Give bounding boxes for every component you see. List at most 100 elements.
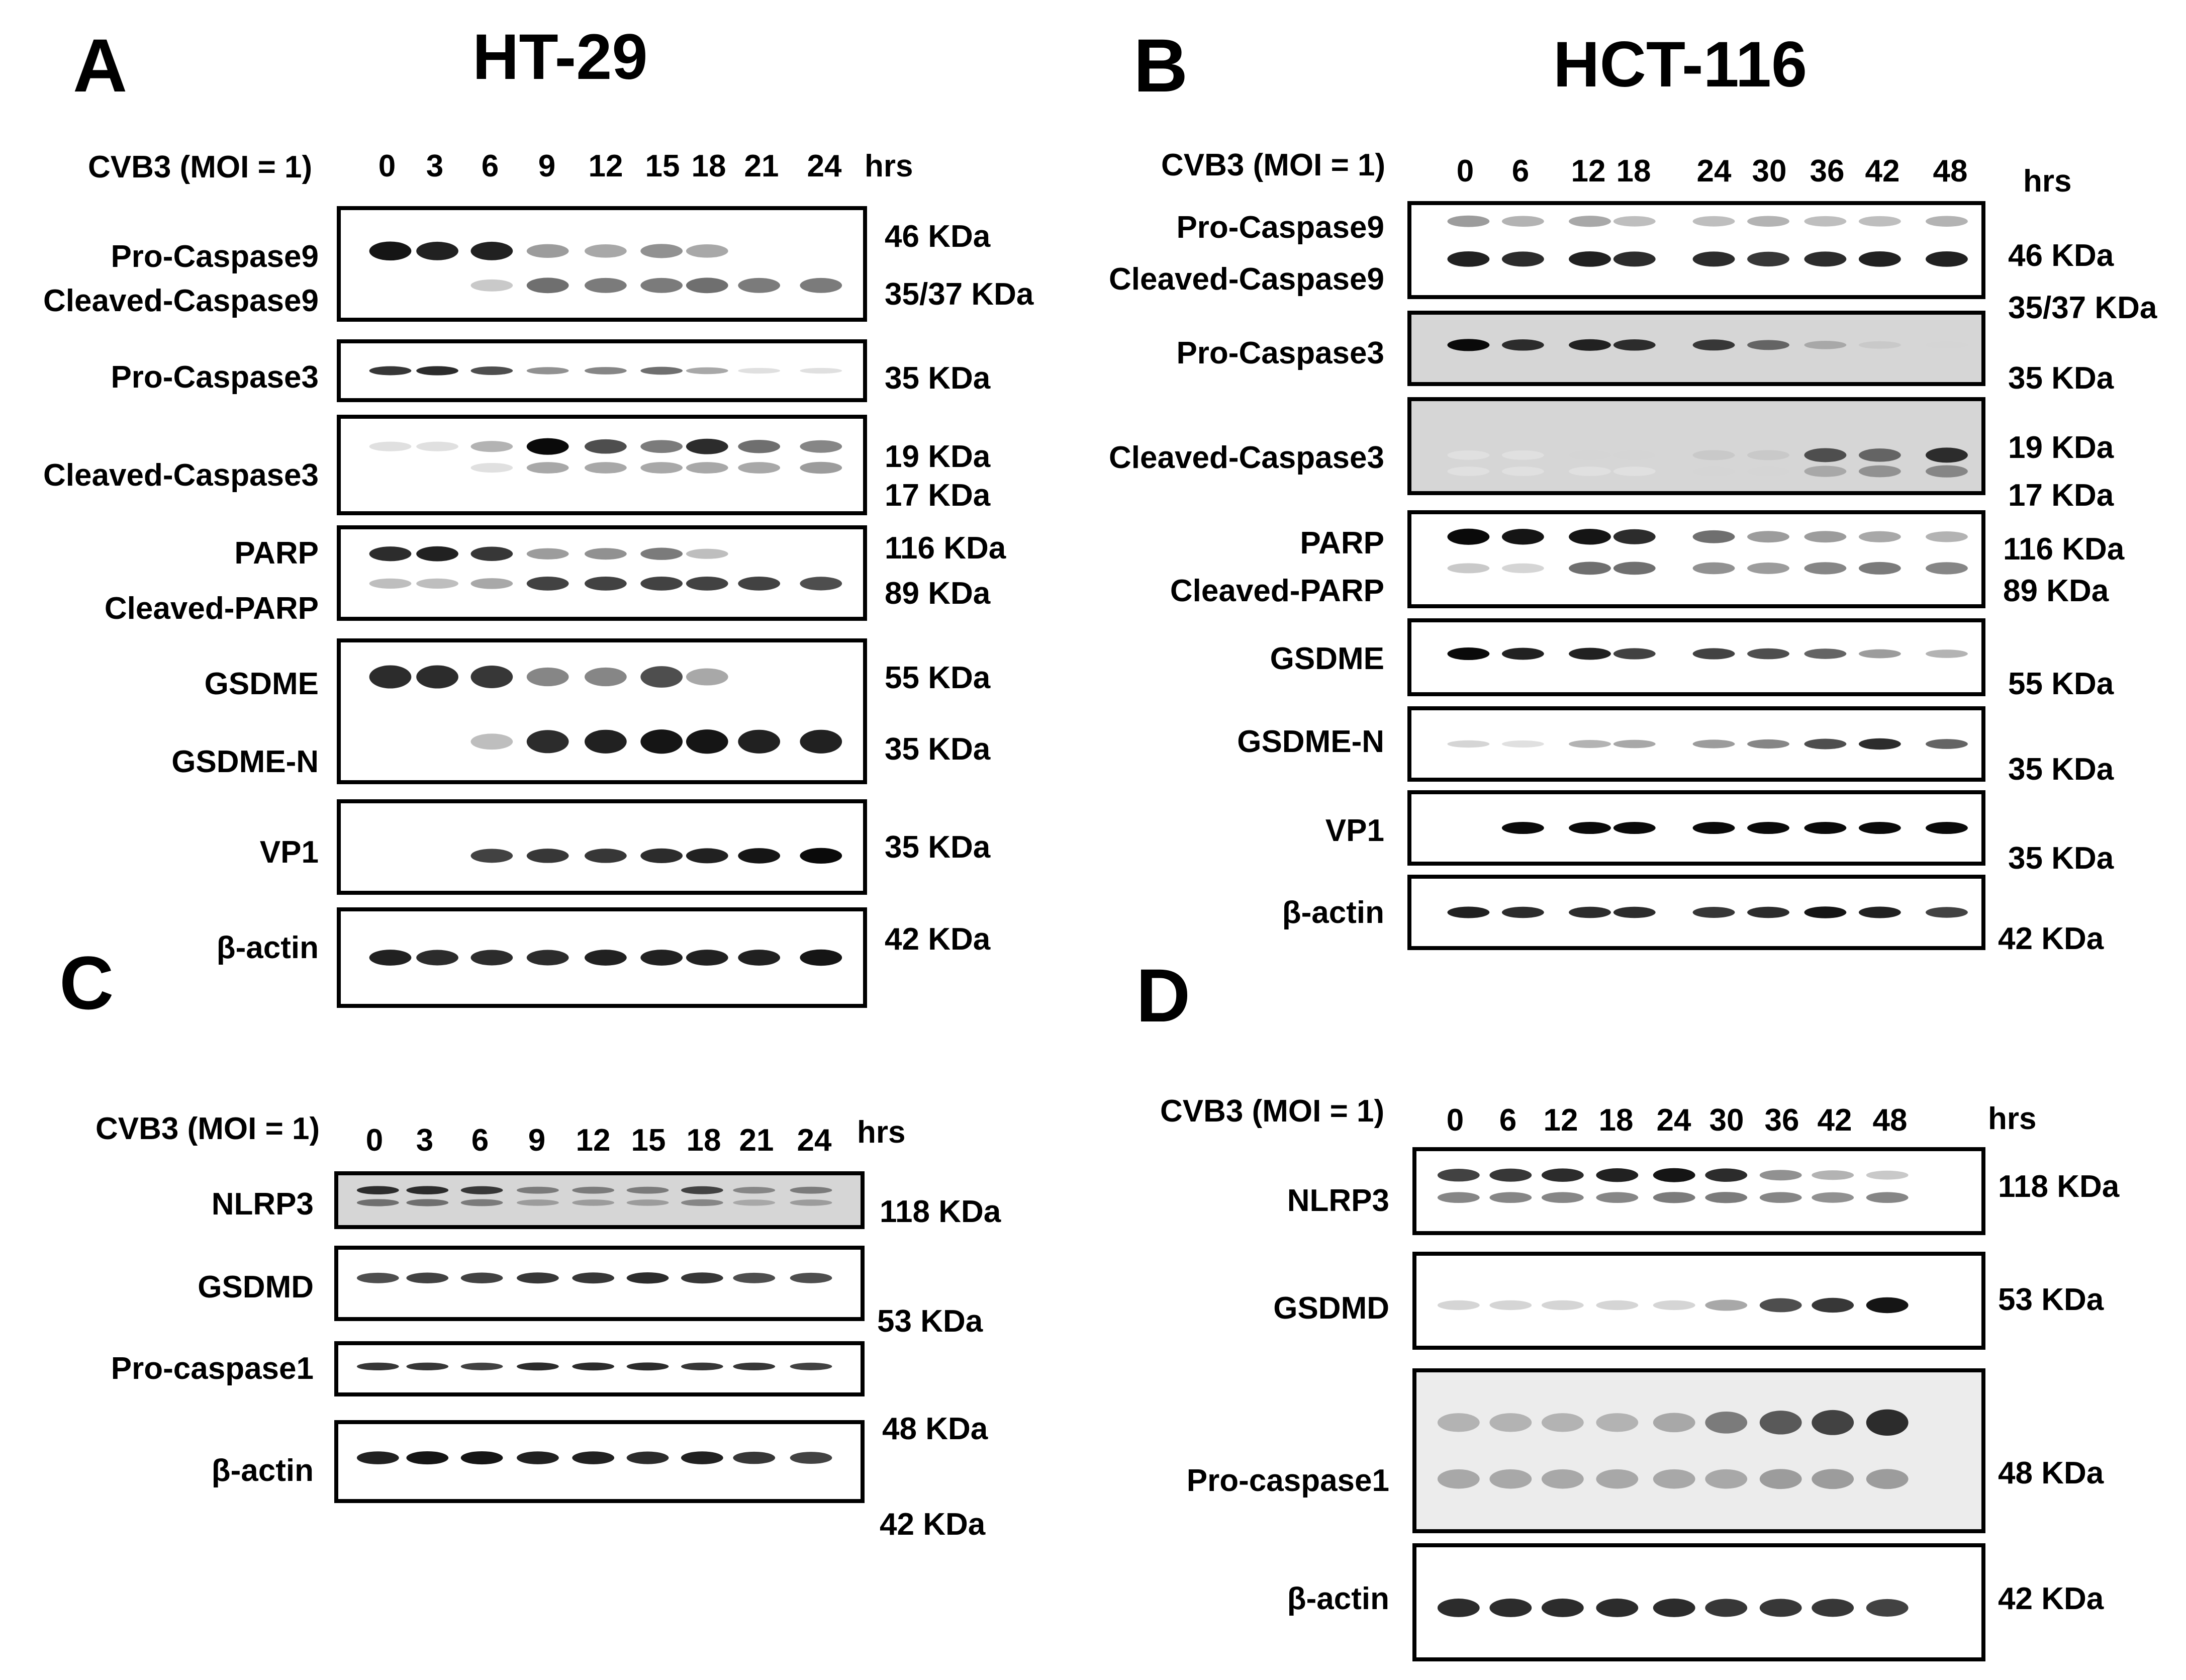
mw-label: 46 KDa (885, 219, 991, 254)
blot-band (1569, 216, 1611, 227)
mw-label: 55 KDa (885, 661, 991, 695)
blot-band (406, 1199, 449, 1206)
blot-band (1692, 466, 1735, 477)
blot-band (1866, 1409, 1909, 1436)
mw-label: 48 KDa (882, 1412, 988, 1446)
row-label: NLRP3 (1287, 1183, 1389, 1218)
blot-band (681, 1272, 723, 1284)
blot-band (1692, 907, 1735, 918)
blot-band (1489, 1192, 1532, 1203)
blot-band (1569, 647, 1611, 660)
blot-band (416, 665, 458, 689)
blot-band (1541, 1192, 1584, 1203)
blot-band (1759, 1170, 1802, 1181)
blot-band (1858, 906, 1901, 918)
blot-band (1653, 1300, 1695, 1311)
timepoint-label: 36 (1810, 154, 1845, 189)
blot-band (416, 441, 458, 451)
blot-d-beta-actin (1412, 1543, 1985, 1661)
blot-band (1804, 906, 1847, 918)
blot-band (686, 244, 728, 258)
blot-band (1926, 907, 1968, 918)
blot-band (585, 548, 627, 560)
blot-band (1858, 341, 1901, 349)
mw-label: 116 KDa (2003, 532, 2125, 567)
blot-band (1541, 1413, 1584, 1432)
blot-band (1447, 251, 1490, 267)
blot-band (738, 439, 781, 453)
unit-label-c: hrs (857, 1115, 906, 1150)
blot-band (1613, 466, 1656, 476)
blot-band (686, 367, 728, 375)
blot-band (686, 548, 728, 559)
blot-band (1926, 821, 1968, 834)
blot-band (1812, 1469, 1854, 1489)
blot-band (356, 1272, 399, 1283)
blot-band (1613, 739, 1656, 749)
mw-label: 17 KDa (2008, 478, 2114, 513)
blot-band (1804, 531, 1847, 543)
blot-band (470, 733, 513, 750)
blot-band (800, 367, 842, 374)
timepoint-label: 48 (1933, 154, 1968, 189)
blot-band (738, 848, 781, 864)
blot-band (1437, 1599, 1480, 1617)
blot-band (1747, 450, 1789, 460)
blot-band (1613, 339, 1656, 351)
blot-band (1569, 739, 1611, 749)
blot-band (572, 1362, 615, 1371)
blot-band (1501, 466, 1544, 476)
blot-band (416, 546, 458, 562)
timepoint-label: 6 (481, 149, 499, 183)
timepoint-label: 3 (416, 1123, 434, 1158)
blot-band (790, 1199, 832, 1206)
panel-letter-b: B (1133, 23, 1188, 108)
blot-band (460, 1186, 503, 1194)
blot-band (1705, 1299, 1748, 1311)
blot-band (585, 849, 627, 863)
mw-label: 19 KDa (2008, 430, 2114, 465)
mw-label: 35 KDa (885, 830, 991, 865)
blot-band (1866, 1469, 1909, 1489)
blot-band (1569, 562, 1611, 575)
blot-band (1541, 1469, 1584, 1489)
band-canvas (470, 848, 842, 864)
blot-band (416, 366, 458, 376)
blot-band (686, 950, 728, 966)
blot-band (1447, 563, 1490, 574)
blot-b-caspase9 (1407, 201, 1985, 299)
blot-band (1692, 339, 1735, 351)
band-canvas (356, 1186, 832, 1206)
blot-band (1437, 1469, 1480, 1489)
blot-band (640, 440, 683, 453)
blot-band (626, 1362, 669, 1371)
blot-band (800, 277, 842, 293)
timepoint-label: 21 (739, 1123, 774, 1158)
blot-band (1613, 648, 1656, 660)
mw-label: 35/37 KDa (2008, 291, 2157, 325)
blot-band (1489, 1599, 1532, 1617)
timepoint-label: 9 (538, 149, 556, 183)
blot-band (790, 1362, 832, 1370)
timepoint-label: 24 (797, 1123, 832, 1158)
blot-band (460, 1362, 503, 1370)
blot-band (526, 667, 569, 687)
blot-band (1653, 1469, 1695, 1489)
mw-label: 35 KDa (885, 361, 991, 396)
blot-band (526, 730, 569, 754)
blot-band (406, 1451, 449, 1465)
row-label: Pro-caspase1 (1186, 1463, 1389, 1498)
unit-label-b: hrs (2023, 164, 2072, 199)
blot-band (1804, 648, 1847, 659)
blot-band (1447, 647, 1490, 661)
cell-line-title-b: HCT-116 (1553, 29, 1808, 101)
blot-band (460, 1199, 503, 1206)
blot-band (1596, 1192, 1639, 1203)
band-canvas (1447, 647, 1968, 661)
blot-band (1804, 562, 1847, 575)
blot-band (1705, 1168, 1748, 1182)
row-label: Pro-Caspase3 (111, 360, 319, 395)
blot-band (470, 462, 513, 473)
blot-band (1596, 1599, 1639, 1617)
row-label: β-actin (216, 930, 319, 965)
